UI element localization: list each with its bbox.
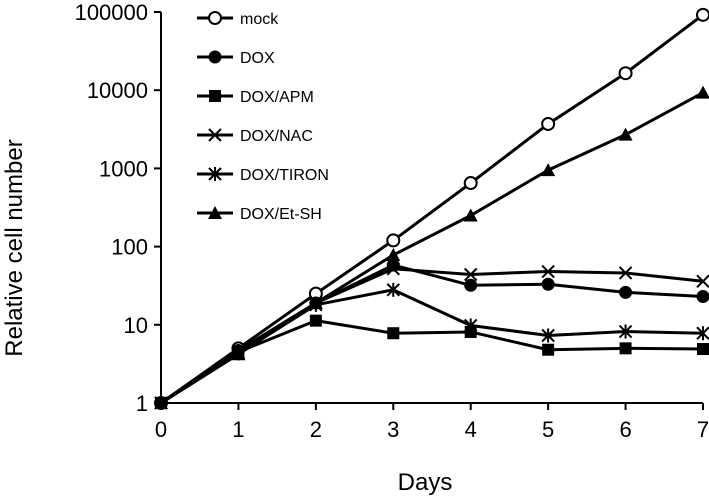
legend-label: DOX/TIRON: [240, 167, 329, 184]
data-point: [541, 163, 556, 177]
legend-item: mock: [197, 11, 279, 28]
x-tick-label: 2: [310, 417, 322, 442]
data-point: [696, 290, 709, 304]
series-line-mock: [160, 13, 704, 405]
legend-marker: [208, 50, 222, 64]
x-tick-label: 1: [232, 417, 244, 442]
data-point: [463, 208, 478, 222]
series-points-dox-et-sh: [154, 85, 709, 409]
legend-marker: [208, 206, 222, 219]
legend-marker: [208, 128, 222, 142]
legend-label: DOX/Et-SH: [240, 206, 322, 223]
x-tick-label: 7: [697, 417, 709, 442]
data-point: [618, 324, 633, 339]
y-tick-label: 100000: [75, 0, 148, 25]
data-point: [541, 277, 555, 291]
legend-marker: [208, 167, 222, 181]
y-axis-label: Relative cell number: [1, 139, 28, 356]
data-point: [696, 85, 709, 99]
legend-marker: [208, 11, 222, 25]
x-tick-label: 3: [387, 417, 399, 442]
y-tick-label: 1: [136, 391, 148, 416]
data-point: [541, 116, 556, 131]
series-layer: [154, 7, 709, 410]
legend-label: DOX/APM: [240, 89, 314, 106]
series-markers: [154, 7, 709, 410]
y-tick-label: 10000: [87, 78, 148, 103]
legend-item: DOX/Et-SH: [197, 206, 322, 223]
data-point: [463, 176, 478, 191]
data-point: [618, 266, 633, 280]
data-point: [618, 66, 633, 81]
x-tick-label: 6: [619, 417, 631, 442]
data-point: [308, 296, 323, 310]
legend-label: mock: [240, 11, 279, 28]
legend-item: DOX/APM: [197, 89, 314, 106]
x-tick-label: 4: [465, 417, 477, 442]
data-point: [619, 285, 633, 299]
legend-item: DOX/NAC: [197, 128, 313, 145]
data-point: [309, 314, 322, 327]
legend-marker: [209, 90, 221, 102]
data-point: [387, 327, 400, 340]
data-point: [464, 278, 478, 292]
legend-item: DOX: [197, 50, 275, 67]
legend-item: DOX/TIRON: [197, 167, 329, 184]
data-point: [696, 326, 709, 341]
data-point: [618, 127, 633, 141]
legend-label: DOX: [240, 50, 275, 67]
data-point: [697, 343, 709, 356]
series-line-dox-et-sh: [160, 91, 704, 405]
x-axis-label: Days: [398, 469, 453, 496]
data-point: [386, 233, 401, 248]
data-point: [542, 343, 555, 356]
data-point: [231, 347, 246, 361]
data-point: [386, 262, 400, 276]
y-tick-label: 1000: [99, 156, 148, 181]
y-tick-label: 100: [111, 235, 148, 260]
legend-label: DOX/NAC: [240, 128, 313, 145]
series-lines: [160, 13, 704, 405]
data-point: [154, 396, 168, 409]
data-point: [619, 342, 632, 355]
data-point: [541, 328, 555, 343]
legend: mock DOX DOX/APM DOX/NAC DOX/TIRON DOX/Et-SH: [197, 11, 329, 223]
data-point: [386, 282, 400, 297]
data-point: [464, 267, 478, 282]
data-point: [464, 318, 478, 333]
x-tick-label: 5: [542, 417, 554, 442]
data-point: [541, 264, 555, 279]
data-point: [386, 248, 401, 262]
data-point: [696, 7, 709, 22]
data-point: [696, 274, 709, 289]
y-tick-label: 10: [124, 313, 148, 338]
series-line-dox: [160, 263, 704, 405]
x-tick-label: 0: [155, 417, 167, 442]
